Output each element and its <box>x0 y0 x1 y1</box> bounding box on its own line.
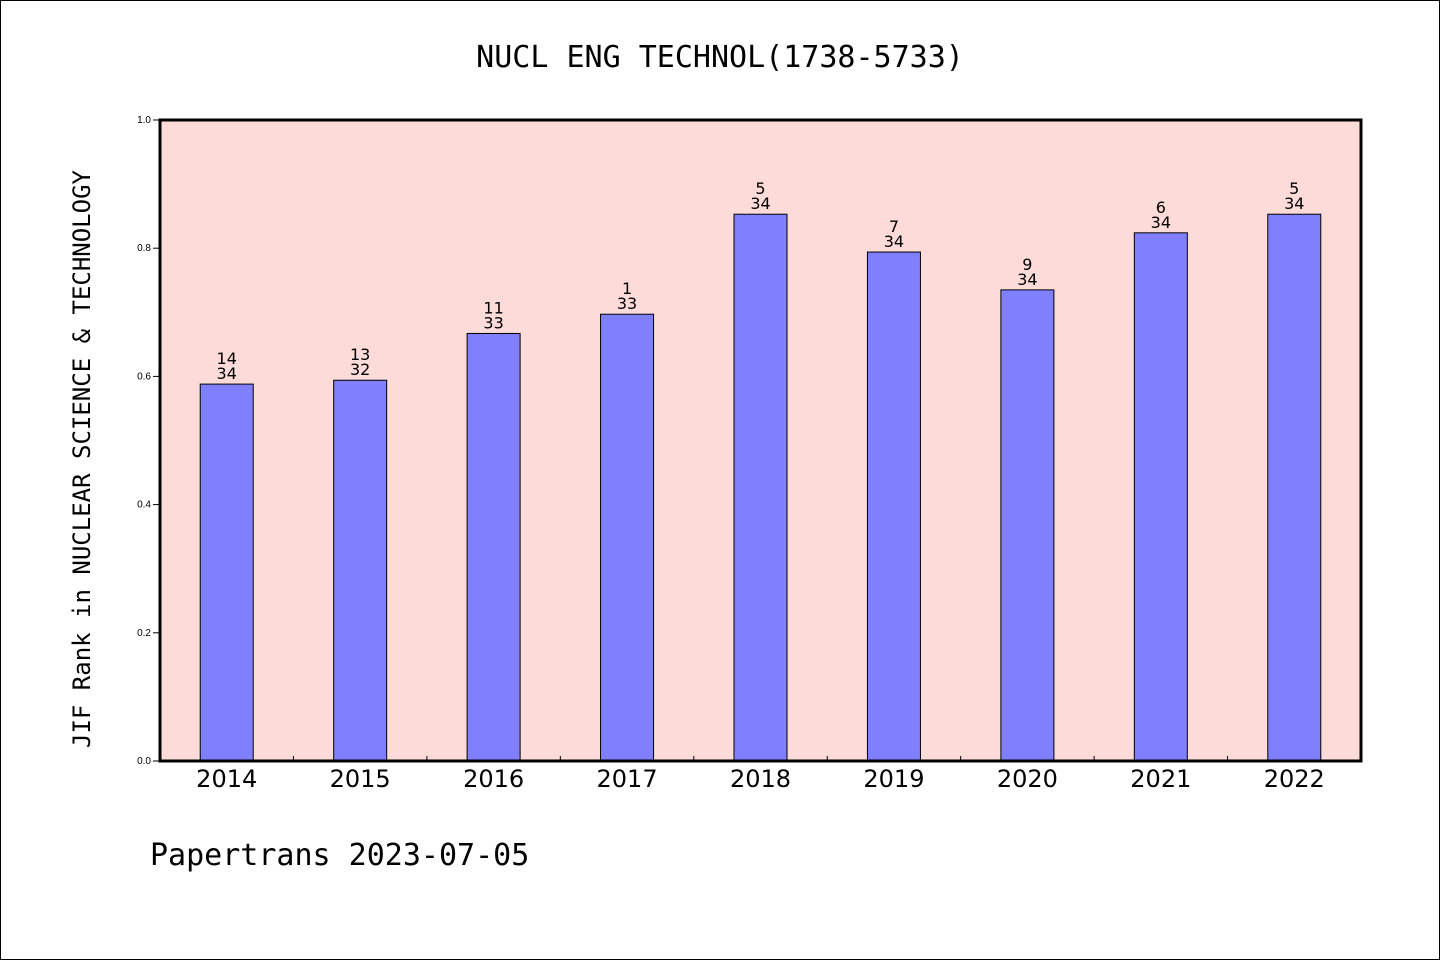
x-tick-label-2017: 2017 <box>597 765 658 793</box>
bar-rank-label-2016: 11 <box>483 298 503 317</box>
bar-rank-label-2014: 14 <box>217 349 237 368</box>
bar-rank-label-2018: 5 <box>755 179 765 198</box>
bar-rank-label-2017: 1 <box>622 279 632 298</box>
bars-group <box>199 213 1322 762</box>
bar-2020 <box>1000 289 1055 762</box>
bar-total-label-2018: 34 <box>750 194 770 213</box>
bar-2015 <box>333 379 388 762</box>
bar-total-label-2022: 34 <box>1284 194 1304 213</box>
bar-rank-label-2021: 6 <box>1156 198 1166 217</box>
x-tick-label-2020: 2020 <box>997 765 1058 793</box>
bar-2021 <box>1133 232 1188 762</box>
bar-total-label-2015: 32 <box>350 360 370 379</box>
bar-total-label-2017: 33 <box>617 294 637 313</box>
footer-source-date: Papertrans 2023-07-05 <box>150 838 529 873</box>
bar-2022 <box>1267 213 1322 762</box>
x-tick-label-2019: 2019 <box>863 765 924 793</box>
x-tick-label-2015: 2015 <box>330 765 391 793</box>
plot-frame <box>158 118 1363 763</box>
x-tick-label-2014: 2014 <box>196 765 257 793</box>
y-tick-label: 0.2 <box>137 628 151 639</box>
chart-title: NUCL ENG TECHNOL(1738-5733) <box>476 40 964 75</box>
y-axis-label: JIF Rank in NUCLEAR SCIENCE & TECHNOLOGY <box>68 169 96 748</box>
bar-2017 <box>600 313 655 762</box>
x-tick-label-2021: 2021 <box>1130 765 1191 793</box>
x-tick-label-2018: 2018 <box>730 765 791 793</box>
y-tick-label: 0.0 <box>137 756 151 767</box>
bar-rank-label-2020: 9 <box>1022 255 1032 274</box>
x-tick-label-2016: 2016 <box>463 765 524 793</box>
bar-2014 <box>199 383 254 762</box>
bar-total-label-2016: 33 <box>483 313 503 332</box>
bar-total-label-2014: 34 <box>217 364 237 383</box>
bar-2018 <box>733 213 788 762</box>
y-tick-label: 0.4 <box>137 500 151 511</box>
y-axis: 0.0 0.2 0.4 0.6 0.8 1.0 <box>137 115 160 767</box>
x-tick-label-2022: 2022 <box>1264 765 1325 793</box>
bar-rank-label-2015: 13 <box>350 345 370 364</box>
bar-total-label-2020: 34 <box>1017 270 1037 289</box>
x-axis: 2014 2015 2016 2017 2018 2019 2020 2021 2022 <box>196 756 1325 793</box>
bar-rank-label-2022: 5 <box>1289 179 1299 198</box>
y-tick-label: 0.8 <box>137 243 151 254</box>
bar-rank-label-2019: 7 <box>889 217 899 236</box>
bar-2019 <box>866 251 921 762</box>
y-tick-label: 0.6 <box>137 371 151 382</box>
bar-total-label-2021: 34 <box>1151 213 1171 232</box>
bar-total-label-2019: 34 <box>884 232 904 251</box>
bar-2016 <box>466 332 521 762</box>
y-tick-label: 1.0 <box>137 115 151 126</box>
